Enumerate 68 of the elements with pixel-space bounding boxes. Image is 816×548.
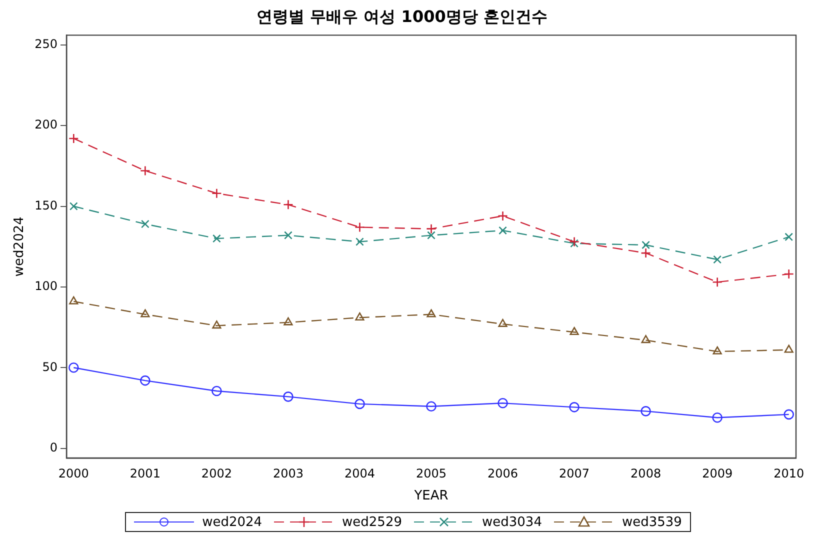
x-tick-label: 2003 [272, 466, 304, 480]
point [68, 133, 79, 144]
point [640, 406, 651, 416]
point [569, 236, 580, 247]
point [426, 309, 436, 318]
legend-label: wed3539 [622, 514, 682, 530]
point [498, 226, 507, 235]
x-tick-label: 2001 [130, 466, 160, 480]
point [140, 166, 150, 176]
point [712, 346, 722, 354]
point [712, 276, 722, 288]
point [212, 234, 221, 243]
point [355, 312, 364, 321]
y-tick-label: 50 [42, 360, 58, 374]
x-tick-label: 2007 [559, 466, 590, 480]
point [212, 188, 222, 198]
point [784, 268, 794, 280]
point [784, 344, 794, 353]
x-tick-label: 2010 [774, 466, 804, 480]
legend-label: wed3034 [482, 514, 542, 530]
x-tick-label: 2009 [702, 466, 733, 480]
point [354, 222, 365, 232]
point [283, 392, 294, 402]
point [784, 409, 794, 420]
point [69, 296, 78, 304]
point [498, 210, 508, 222]
point [713, 255, 722, 264]
x-tick-label: 2002 [201, 466, 232, 480]
point [641, 335, 650, 344]
point [69, 202, 78, 210]
point [642, 240, 650, 250]
y-axis-title: wed2024 [12, 216, 28, 277]
point [712, 412, 722, 423]
point [283, 199, 294, 210]
x-tick-label: 2000 [58, 466, 89, 480]
y-tick-label: 150 [34, 198, 58, 212]
y-tick-label: 200 [34, 118, 58, 132]
x-tick-label: 2006 [488, 466, 518, 480]
point [356, 238, 364, 246]
x-axis-title: YEAR [413, 488, 448, 504]
y-tick-label: 100 [34, 279, 58, 294]
point [140, 309, 150, 318]
chart-title: 연령별 무배우 여성 1000명당 혼인건수 [256, 6, 548, 26]
x-tick-label: 2008 [630, 466, 662, 480]
point [498, 318, 508, 327]
point [569, 402, 580, 412]
point [140, 375, 150, 386]
point [570, 326, 579, 336]
x-tick-label: 2005 [416, 466, 447, 480]
y-tick-label: 250 [34, 37, 58, 52]
point [426, 224, 436, 234]
legend-label: wed2024 [202, 514, 262, 530]
point [284, 317, 293, 326]
point [212, 386, 222, 396]
point [140, 220, 150, 228]
point [498, 398, 508, 408]
point [212, 320, 222, 329]
point [284, 231, 292, 240]
point [784, 232, 794, 242]
point [427, 231, 436, 240]
point [640, 248, 651, 258]
point [354, 398, 365, 410]
point [68, 362, 79, 373]
legend-label: wed2529 [342, 514, 402, 530]
point [570, 239, 578, 248]
x-tick-label: 2004 [344, 466, 376, 480]
point [426, 401, 436, 412]
y-tick-label: 0 [50, 440, 58, 454]
